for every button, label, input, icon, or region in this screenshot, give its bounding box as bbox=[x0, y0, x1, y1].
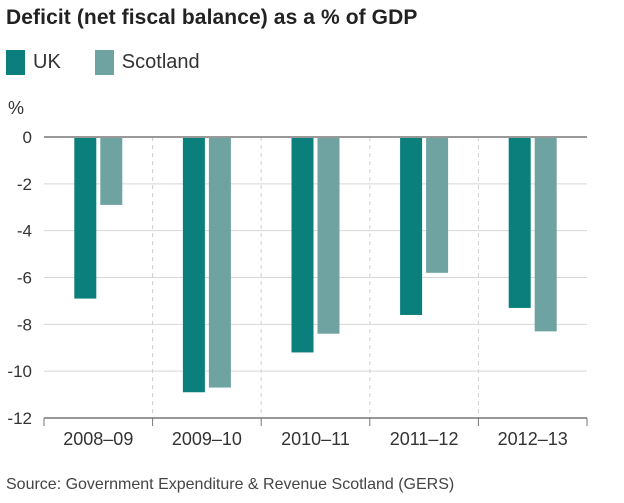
category-separators bbox=[152, 137, 479, 418]
bar-uk bbox=[182, 137, 205, 393]
x-tick-label: 2008–09 bbox=[63, 429, 133, 449]
y-tick-label: -2 bbox=[17, 175, 32, 194]
legend-label-uk: UK bbox=[33, 51, 61, 73]
y-axis-unit-label: % bbox=[8, 98, 24, 118]
tick-labels: 0 -2 -4 -6 -8 -10 -12 2008–09 2009–10 2010–11 2011… bbox=[7, 128, 567, 449]
legend-item-scotland: Scotland bbox=[94, 50, 200, 75]
legend-swatch-uk bbox=[6, 50, 25, 75]
x-tick-label: 2011–12 bbox=[390, 429, 459, 449]
chart-title: Deficit (net fiscal balance) as a % of G… bbox=[6, 6, 418, 29]
y-tick-label: -8 bbox=[17, 315, 32, 334]
axes bbox=[43, 136, 588, 426]
y-tick-label: -4 bbox=[17, 222, 32, 241]
source-note: Source: Government Expenditure & Revenue… bbox=[6, 476, 455, 493]
legend-item-uk: UK bbox=[6, 50, 61, 75]
bars bbox=[74, 137, 557, 393]
y-tick-label: -12 bbox=[7, 409, 32, 428]
bar-uk bbox=[291, 137, 314, 353]
bar-scotland bbox=[426, 137, 449, 273]
bar-uk bbox=[508, 137, 531, 308]
bar-scotland bbox=[317, 137, 340, 334]
bar-scotland bbox=[208, 137, 231, 388]
bar-scotland bbox=[100, 137, 123, 205]
y-tick-label: 0 bbox=[23, 128, 32, 147]
bar-uk bbox=[400, 137, 423, 315]
y-tick-label: -6 bbox=[17, 269, 32, 288]
legend-swatch-scotland bbox=[94, 50, 114, 75]
y-tick-label: -10 bbox=[7, 362, 32, 381]
bar-uk bbox=[74, 137, 97, 299]
bar-scotland bbox=[534, 137, 557, 332]
legend-label-scotland: Scotland bbox=[121, 51, 200, 73]
x-tick-label: 2010–11 bbox=[281, 429, 350, 449]
x-tick-label: 2012–13 bbox=[498, 429, 568, 449]
gridlines bbox=[44, 183, 587, 372]
x-tick-label: 2009–10 bbox=[172, 429, 242, 449]
chart-legend: UK Scotland bbox=[6, 50, 234, 75]
